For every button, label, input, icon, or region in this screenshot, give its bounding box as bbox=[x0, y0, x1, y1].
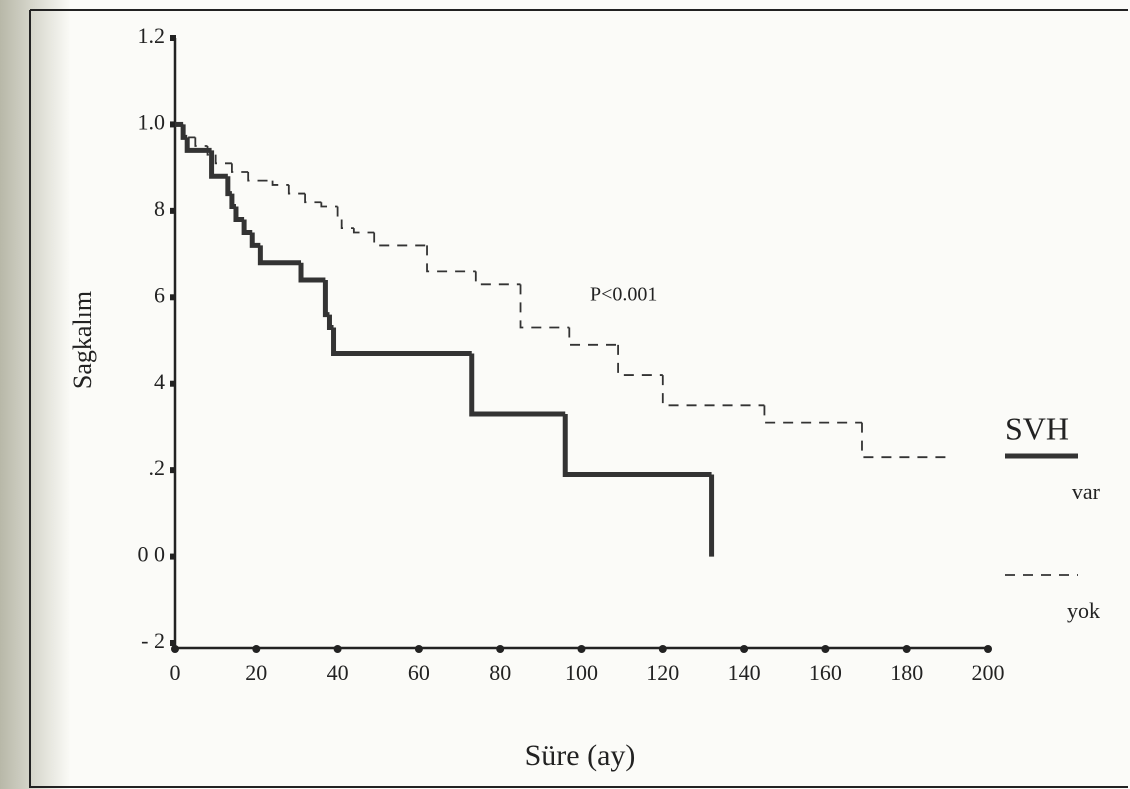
survival-step bbox=[249, 232, 261, 248]
survival-step bbox=[184, 137, 212, 153]
survival-step bbox=[617, 344, 663, 376]
y-tick bbox=[170, 380, 176, 387]
y-tick bbox=[170, 640, 176, 646]
survival-step bbox=[322, 280, 330, 318]
x-axis-label: Süre (ay) bbox=[525, 739, 636, 772]
legend-label: yok bbox=[1067, 598, 1100, 623]
y-tick-label: 4 bbox=[154, 369, 165, 394]
survival-step bbox=[257, 245, 302, 266]
survival-step bbox=[763, 405, 862, 424]
survival-step bbox=[247, 171, 273, 182]
scan-edge bbox=[0, 0, 70, 789]
x-tick bbox=[658, 645, 667, 653]
legend-title: SVH bbox=[1005, 410, 1069, 446]
survival-step bbox=[373, 232, 428, 247]
survival-step bbox=[231, 163, 249, 173]
x-tick-label: 60 bbox=[408, 660, 430, 685]
y-tick bbox=[170, 207, 176, 214]
x-tick-label: 0 bbox=[170, 660, 181, 685]
x-tick bbox=[984, 645, 992, 653]
y-tick bbox=[170, 294, 176, 301]
survival-step bbox=[298, 262, 326, 283]
survival-step bbox=[182, 124, 196, 139]
survival-step bbox=[206, 146, 216, 156]
x-tick bbox=[496, 645, 505, 653]
y-tick bbox=[170, 553, 176, 560]
annotation: P<0.001 bbox=[590, 284, 657, 306]
x-tick bbox=[740, 645, 749, 653]
survival-step bbox=[271, 180, 289, 186]
x-tick bbox=[252, 645, 261, 653]
y-tick-label: 0 0 bbox=[138, 542, 166, 567]
y-tick bbox=[170, 467, 176, 474]
x-tick-label: 80 bbox=[489, 660, 511, 685]
survival-step bbox=[352, 228, 375, 234]
survival-step bbox=[241, 219, 253, 235]
x-tick-label: 160 bbox=[809, 660, 842, 685]
survival-step bbox=[426, 245, 476, 273]
survival-step bbox=[568, 327, 619, 346]
survival-step bbox=[214, 154, 232, 165]
y-tick-label: 1.2 bbox=[138, 23, 166, 48]
y-tick-label: 8 bbox=[154, 196, 165, 221]
y-tick-label: 1.0 bbox=[138, 109, 166, 134]
x-tick bbox=[171, 645, 179, 653]
x-tick bbox=[333, 645, 342, 653]
x-tick bbox=[414, 645, 423, 653]
survival-step bbox=[287, 184, 306, 195]
y-tick-label: .2 bbox=[149, 455, 166, 480]
x-tick-label: 180 bbox=[890, 660, 923, 685]
survival-step bbox=[194, 137, 208, 147]
x-tick bbox=[902, 645, 911, 653]
y-tick-label: - 2 bbox=[141, 628, 165, 653]
survival-step bbox=[320, 202, 338, 208]
survival-step bbox=[233, 206, 245, 222]
y-tick-label: 6 bbox=[154, 282, 165, 307]
survival-step bbox=[562, 413, 712, 477]
survival-step bbox=[519, 284, 570, 329]
x-tick bbox=[821, 645, 830, 653]
frame bbox=[29, 9, 1128, 788]
survival-step bbox=[469, 353, 566, 417]
x-tick-label: 40 bbox=[327, 660, 349, 685]
x-tick-label: 140 bbox=[728, 660, 761, 685]
survival-step bbox=[225, 176, 232, 197]
survival-step bbox=[861, 422, 948, 459]
survival-step bbox=[304, 193, 322, 204]
survival-step bbox=[209, 150, 228, 179]
x-tick-label: 200 bbox=[972, 660, 1005, 685]
y-tick bbox=[170, 121, 176, 128]
survival-step bbox=[331, 327, 472, 356]
x-tick-label: 100 bbox=[565, 660, 598, 685]
survival-step bbox=[340, 219, 354, 230]
y-tick bbox=[170, 35, 176, 41]
x-tick-label: 120 bbox=[646, 660, 679, 685]
x-tick-label: 20 bbox=[245, 660, 267, 685]
survival-step bbox=[336, 206, 342, 221]
survival-step bbox=[474, 271, 521, 286]
y-axis-label: Sagkalım bbox=[68, 291, 97, 389]
legend-label: var bbox=[1072, 479, 1101, 504]
x-tick bbox=[577, 645, 586, 653]
survival-step bbox=[661, 375, 765, 407]
